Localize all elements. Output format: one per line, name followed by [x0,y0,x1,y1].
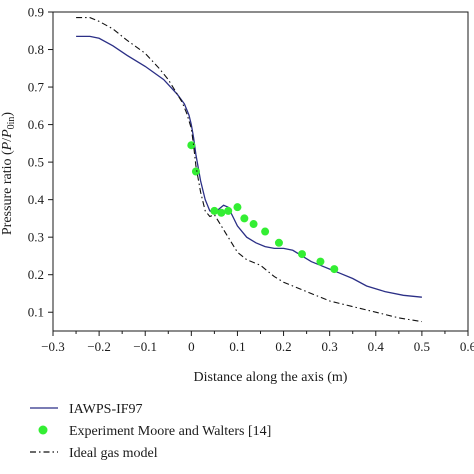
iawps-if97-line [76,35,422,298]
y-tick-label: 0.5 [28,155,44,170]
experiment-data-point [210,206,219,215]
experiment-data-point [274,238,283,247]
x-tick-label: −0.2 [87,339,111,354]
x-tick-label: 0.2 [275,339,291,354]
y-tick-label: 0.2 [28,267,44,282]
x-tick-label: −0.3 [41,339,65,354]
y-axis-label-p1: P [0,141,15,151]
legend-label: IAWPS-IF97 [69,402,143,417]
experiment-data-point [217,208,226,217]
x-tick-label: 0.4 [368,339,385,354]
y-tick-label: 0.7 [28,80,45,95]
x-tick-label: 0 [188,339,195,354]
plot-area [76,17,422,323]
y-tick-label: 0.9 [28,5,44,20]
x-tick-label: −0.1 [133,339,157,354]
y-tick-label: 0.3 [28,230,44,245]
experiment-data-point [191,167,200,176]
experiment-data-point [316,257,325,266]
experiment-data-point [224,206,233,215]
experiment-data-point [233,203,242,212]
x-axis-label: Distance along the axis (m) [194,370,348,385]
legend-label: Ideal gas model [69,446,158,461]
axes: −0.3 −0.2 −0.1 0 0.1 0.2 0.3 0.4 0.5 0.6 0.1 0.2 0.3… [28,5,474,355]
y-tick-label: 0.8 [28,42,44,57]
legend-marker-experiment [38,425,48,435]
y-axis-label-p2: P [0,129,15,139]
experiment-data-point [249,220,258,229]
experiment-data-point [187,141,196,150]
y-tick-label: 0.1 [28,305,44,320]
x-tick-label: 0.6 [460,339,474,354]
legend-label: Experiment Moore and Walters [14] [69,424,271,439]
y-tick-label: 0.4 [28,192,45,207]
x-tick-label: 0.5 [414,339,430,354]
plot-frame [52,11,469,332]
experiment-data-point [261,227,270,236]
ideal-gas-line [76,17,422,323]
experiment-data-point [298,250,306,259]
legend: IAWPS-IF97 Experiment Moore and Walters [… [30,402,271,461]
y-tick-label: 0.6 [28,117,45,132]
y-axis-label-slash: / [0,138,15,142]
y-axis-label-close: ) [0,112,15,117]
experiment-data-point [240,214,249,223]
y-axis-label-sub: 0in [6,117,17,130]
y-axis-label: Pressure ratio (P/P0in) [0,112,17,236]
experiment-data-point [330,265,339,274]
x-tick-label: 0.3 [322,339,338,354]
x-tick-label: 0.1 [229,339,245,354]
y-axis-label-main: Pressure ratio ( [0,150,15,235]
